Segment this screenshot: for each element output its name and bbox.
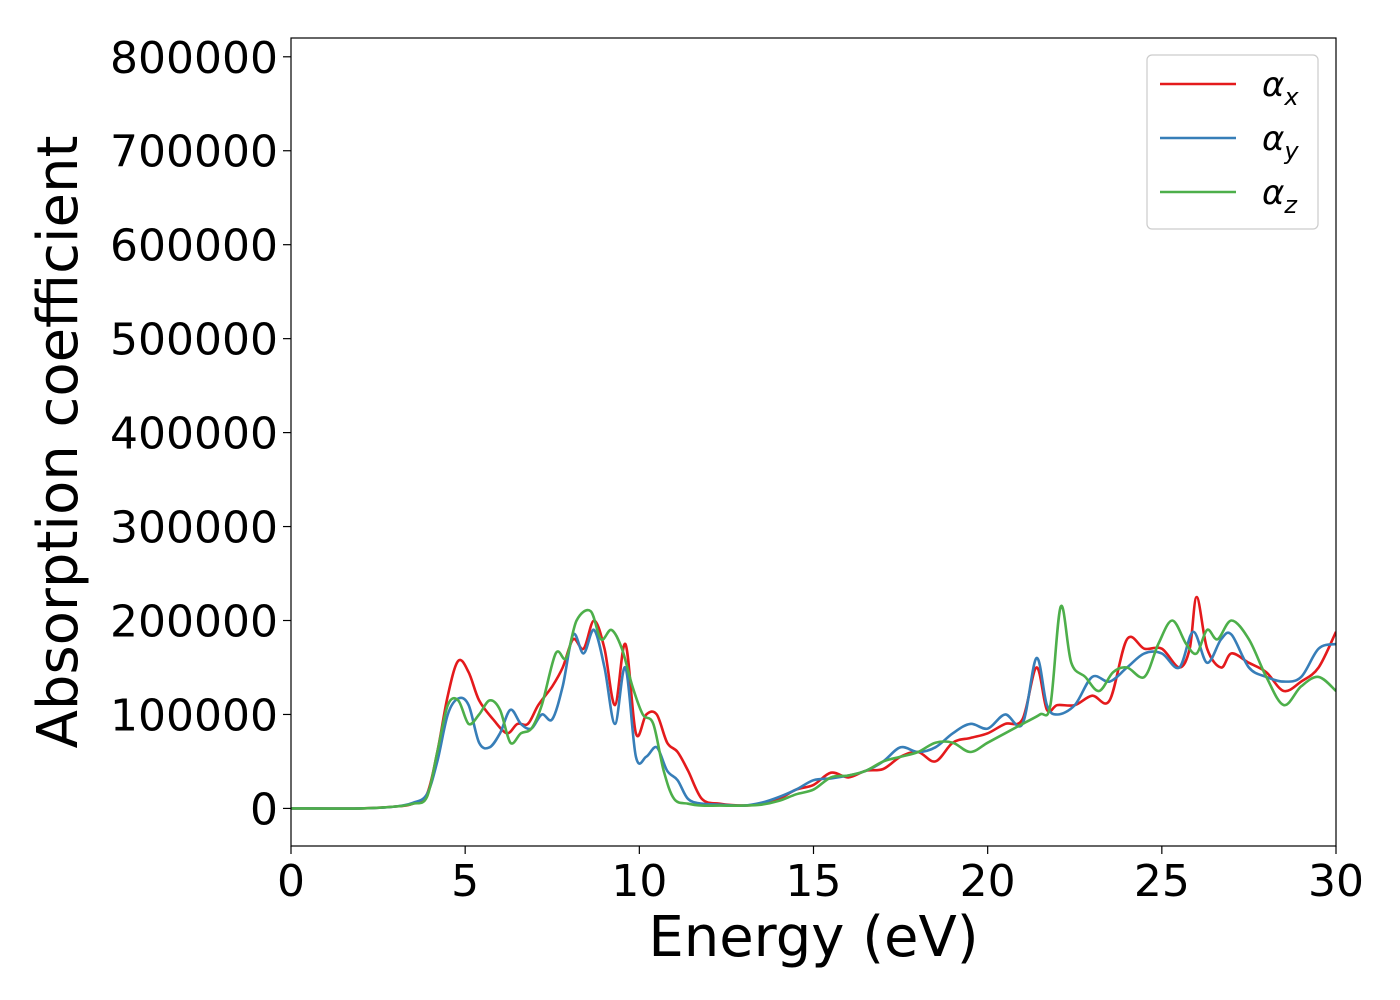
y-axis-label: Absorption coefficient (26, 136, 91, 749)
y-tick-label: 400000 (110, 409, 278, 460)
x-tick-label: 0 (277, 856, 305, 907)
y-tick-label: 100000 (110, 690, 278, 741)
y-axis: 0 100000 200000 300000 400000 500000 600000 700… (110, 33, 291, 835)
x-axis: 0 5 10 15 20 25 30 (277, 846, 1364, 907)
y-tick-label: 700000 (110, 127, 278, 178)
y-tick-label: 0 (250, 784, 278, 835)
x-tick-label: 30 (1308, 856, 1364, 907)
x-axis-label: Energy (eV) (648, 905, 978, 970)
y-tick-label: 300000 (110, 503, 278, 554)
x-tick-label: 10 (611, 856, 667, 907)
y-tick-label: 600000 (110, 221, 278, 272)
y-tick-label: 500000 (110, 315, 278, 366)
x-tick-label: 20 (960, 856, 1016, 907)
x-tick-label: 25 (1134, 856, 1190, 907)
y-tick-label: 800000 (110, 33, 278, 84)
legend-box (1146, 54, 1319, 230)
y-tick-label: 200000 (110, 597, 278, 648)
x-tick-label: 15 (786, 856, 842, 907)
series-layer (291, 595, 1336, 810)
x-tick-label: 5 (451, 856, 479, 907)
series-line-z (291, 604, 1336, 810)
